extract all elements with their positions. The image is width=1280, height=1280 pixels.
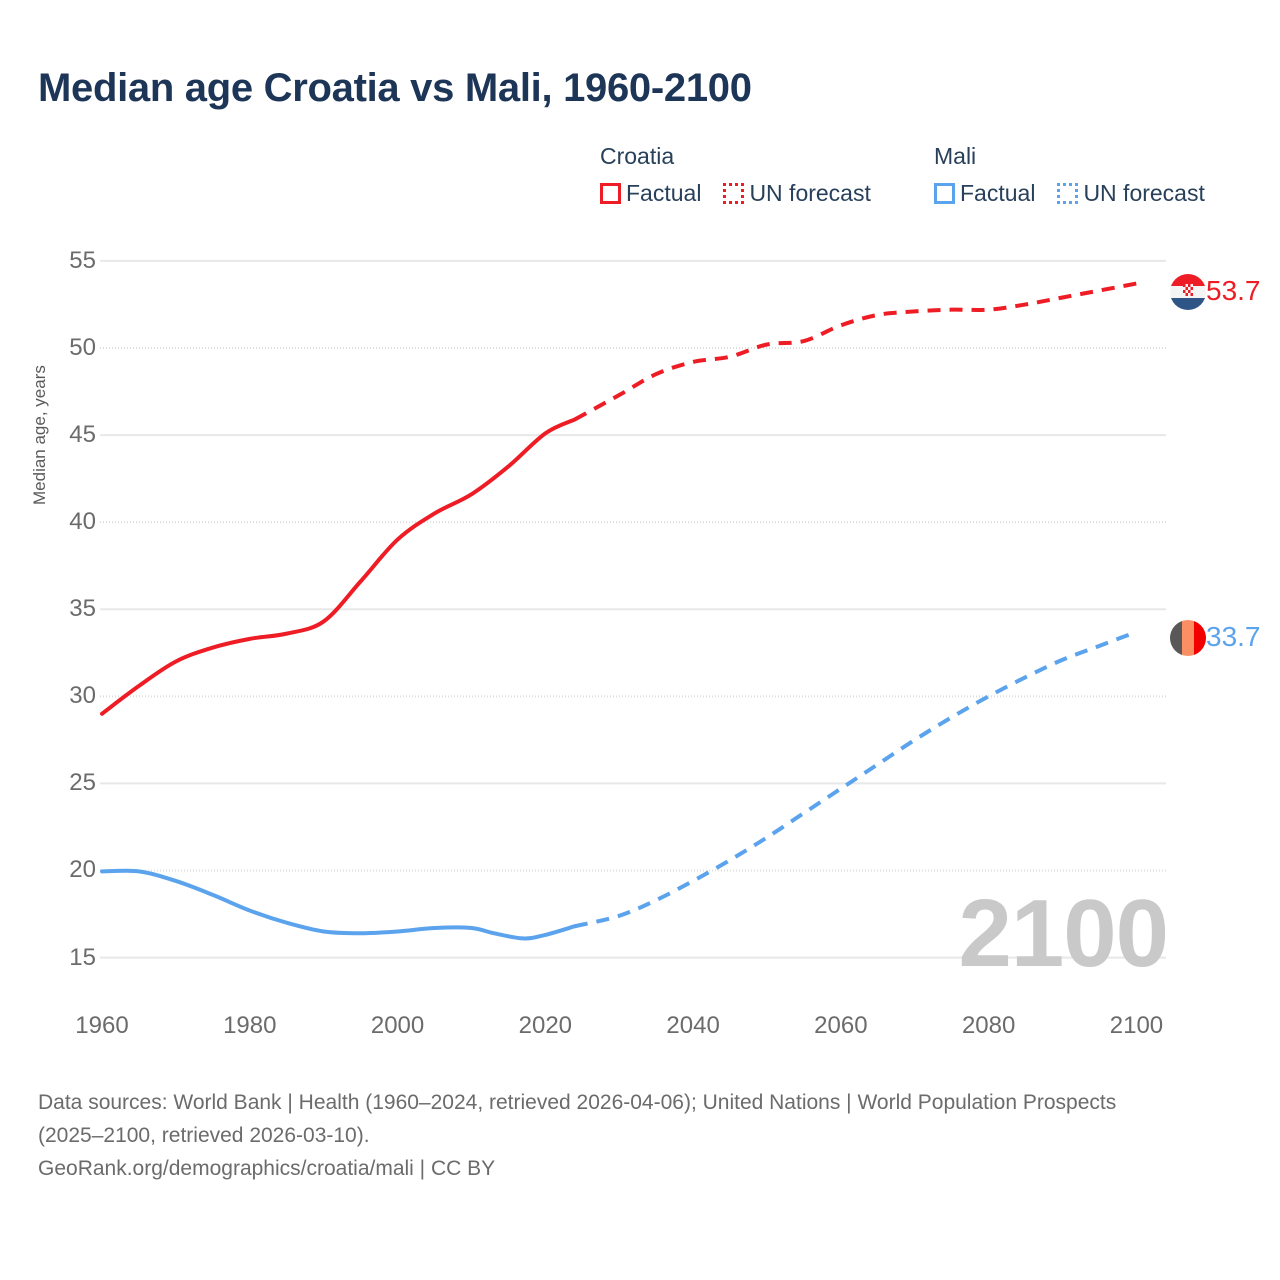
- y-axis-tick-label: 35: [69, 595, 96, 623]
- x-axis-tick-label: 2080: [961, 1012, 1016, 1039]
- y-axis-tick-label: 15: [69, 943, 96, 971]
- series-line-forecast-croatia: [573, 281, 1137, 422]
- y-axis-tick-label: 45: [69, 421, 96, 449]
- legend-item-label: UN forecast: [1083, 180, 1205, 206]
- legend-item-label: UN forecast: [749, 180, 871, 206]
- footer-attribution: GeoRank.org/demographics/croatia/mali | …: [38, 1157, 496, 1180]
- mali-flag-icon: [1170, 620, 1206, 656]
- legend-swatch-dotted-icon: [1057, 183, 1079, 204]
- y-axis-tick-label: 30: [69, 682, 96, 710]
- chart-legend: Croatia Factual UN forecast Mali Factual: [600, 142, 1260, 222]
- legend-swatch-dotted-icon: [723, 183, 745, 204]
- croatia-end-value: 53.7: [1206, 275, 1261, 306]
- x-axis-tick-label: 1980: [223, 1012, 277, 1039]
- legend-item-label: Factual: [626, 180, 702, 206]
- legend-country-name: Croatia: [600, 143, 675, 169]
- year-watermark: 2100: [958, 880, 1169, 987]
- x-axis-tick-label: 1960: [75, 1012, 129, 1039]
- legend-item-mali-factual[interactable]: Factual: [934, 180, 1035, 207]
- chart-plot-area: [100, 259, 1166, 959]
- footer-credits: Data sources: World Bank | Health (1960–…: [38, 1086, 1168, 1185]
- y-axis-tick-label: 50: [69, 333, 96, 361]
- legend-item-croatia-factual[interactable]: Factual: [600, 180, 701, 207]
- y-axis-tick-label: 55: [69, 246, 96, 274]
- x-axis-tick-label: 2100: [1109, 1012, 1164, 1039]
- footer-data-sources: Data sources: World Bank | Health (1960–…: [38, 1091, 1117, 1147]
- series-line-factual-mali: [100, 868, 577, 941]
- y-axis-tick-label: 25: [69, 769, 96, 797]
- y-axis-tick-label: 20: [69, 856, 96, 884]
- legend-group-mali: Mali Factual UN forecast: [934, 142, 1205, 207]
- series-line-factual-croatia: [100, 417, 577, 716]
- legend-group-croatia: Croatia Factual UN forecast: [600, 142, 871, 207]
- legend-swatch-solid-icon: [600, 183, 621, 204]
- legend-item-label: Factual: [960, 180, 1036, 206]
- mali-end-value: 33.7: [1206, 621, 1261, 652]
- croatia-flag-icon: [1170, 274, 1206, 310]
- y-axis-tick-label: 40: [69, 508, 96, 536]
- legend-item-croatia-forecast[interactable]: UN forecast: [723, 180, 871, 207]
- legend-swatch-solid-icon: [934, 183, 955, 204]
- legend-item-mali-forecast[interactable]: UN forecast: [1057, 180, 1205, 207]
- legend-country-name: Mali: [934, 143, 977, 169]
- x-axis-tick-label: 2020: [518, 1012, 573, 1039]
- x-axis-tick-label: 2040: [666, 1012, 720, 1039]
- series-line-forecast-mali: [574, 630, 1138, 929]
- page-title: Median age Croatia vs Mali, 1960-2100: [38, 66, 752, 110]
- x-axis-tick-label: 2060: [814, 1012, 868, 1039]
- x-axis-tick-label: 2000: [370, 1012, 425, 1039]
